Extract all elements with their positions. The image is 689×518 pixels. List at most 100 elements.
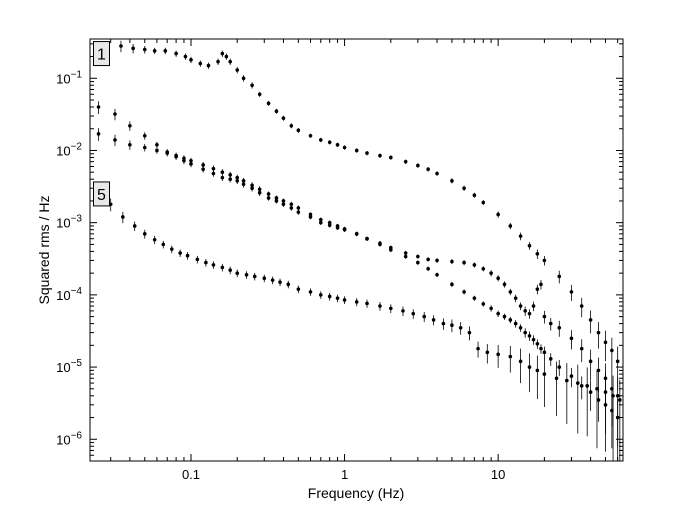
data-point [378, 153, 382, 158]
x-tick-label: 0.1 [182, 467, 200, 482]
data-point [435, 258, 439, 263]
data-point [266, 192, 271, 196]
data-point [431, 318, 436, 322]
data-point [250, 83, 254, 88]
data-point [152, 49, 157, 53]
data-point [403, 251, 408, 255]
data-point [411, 311, 416, 316]
data-point [189, 158, 193, 163]
data-point [235, 271, 240, 275]
data-point [527, 365, 532, 369]
y-tick-label: 10−4 [56, 286, 82, 303]
data-point [450, 323, 454, 328]
data-point [403, 254, 408, 259]
data-point [308, 212, 313, 217]
data-point [244, 272, 249, 277]
data-point [450, 259, 454, 264]
data-point [182, 156, 186, 161]
data-point [132, 224, 137, 228]
data-point [603, 340, 608, 345]
data-point [281, 116, 286, 120]
data-point [354, 300, 359, 304]
data-point [354, 148, 359, 153]
data-point [588, 390, 593, 394]
data-point [281, 199, 286, 203]
data-point [257, 190, 262, 195]
data-point [569, 336, 574, 341]
data-point [481, 302, 486, 306]
data-point [235, 175, 240, 180]
data-point [435, 171, 439, 176]
data-point [183, 54, 188, 59]
data-point [426, 266, 430, 271]
data-point [220, 175, 225, 180]
data-point [535, 252, 540, 256]
data-point [565, 378, 569, 383]
data-point [96, 132, 101, 136]
data-point [462, 290, 466, 294]
data-point [518, 234, 523, 238]
data-point [206, 63, 211, 68]
data-point [211, 166, 216, 171]
data-point [286, 282, 291, 287]
data-point [378, 304, 382, 308]
data-point [274, 196, 279, 200]
data-point [235, 68, 240, 72]
data-point [296, 210, 301, 214]
data-point [502, 282, 507, 287]
data-point [476, 346, 480, 351]
data-point [266, 196, 271, 200]
data-point [308, 215, 313, 219]
data-point [513, 321, 518, 326]
data-point [472, 193, 477, 198]
series-4 [108, 198, 622, 461]
data-point [596, 398, 601, 402]
data-point [189, 58, 193, 62]
data-point [119, 44, 123, 48]
data-point [318, 138, 323, 142]
data-point [508, 224, 513, 228]
axis-ticks: 0.1 1 10 10−6 10−5 10−4 10−3 10−2 10−1 [56, 39, 623, 482]
data-point [252, 274, 257, 279]
data-point [335, 296, 340, 300]
data-point [416, 254, 420, 259]
y-tick-label: 10−1 [56, 69, 82, 86]
data-point [365, 301, 369, 306]
x-tick-label: 10 [491, 467, 505, 482]
data-point [161, 242, 166, 247]
data-point [195, 257, 200, 262]
data-point [228, 177, 232, 182]
data-point [128, 142, 132, 147]
data-point [422, 314, 427, 319]
annotation-label: 1 [97, 47, 106, 64]
data-point [142, 232, 147, 236]
data-point [155, 148, 159, 153]
x-axis-label: Frequency (Hz) [308, 485, 404, 501]
data-point [588, 359, 593, 364]
y-tick-label: 10−2 [56, 141, 82, 158]
data-point [228, 268, 232, 272]
data-point [257, 92, 262, 97]
data-point [416, 260, 420, 265]
data-point [502, 314, 507, 319]
data-point [542, 350, 547, 355]
data-point [163, 49, 168, 53]
data-point [296, 287, 301, 291]
data-point [615, 415, 620, 420]
data-point [198, 61, 203, 66]
data-point [327, 223, 332, 228]
annotation-box [92, 41, 110, 67]
data-point [496, 276, 500, 281]
data-point [318, 293, 323, 297]
data-point [327, 140, 332, 145]
data-point [281, 202, 286, 207]
data-point [342, 298, 347, 302]
data-point [185, 253, 190, 258]
data-point [485, 350, 490, 355]
data-point [228, 59, 232, 64]
data-point [467, 330, 472, 335]
data-point [585, 384, 589, 388]
data-point [113, 112, 117, 116]
data-point [569, 374, 574, 378]
data-point [523, 309, 527, 313]
